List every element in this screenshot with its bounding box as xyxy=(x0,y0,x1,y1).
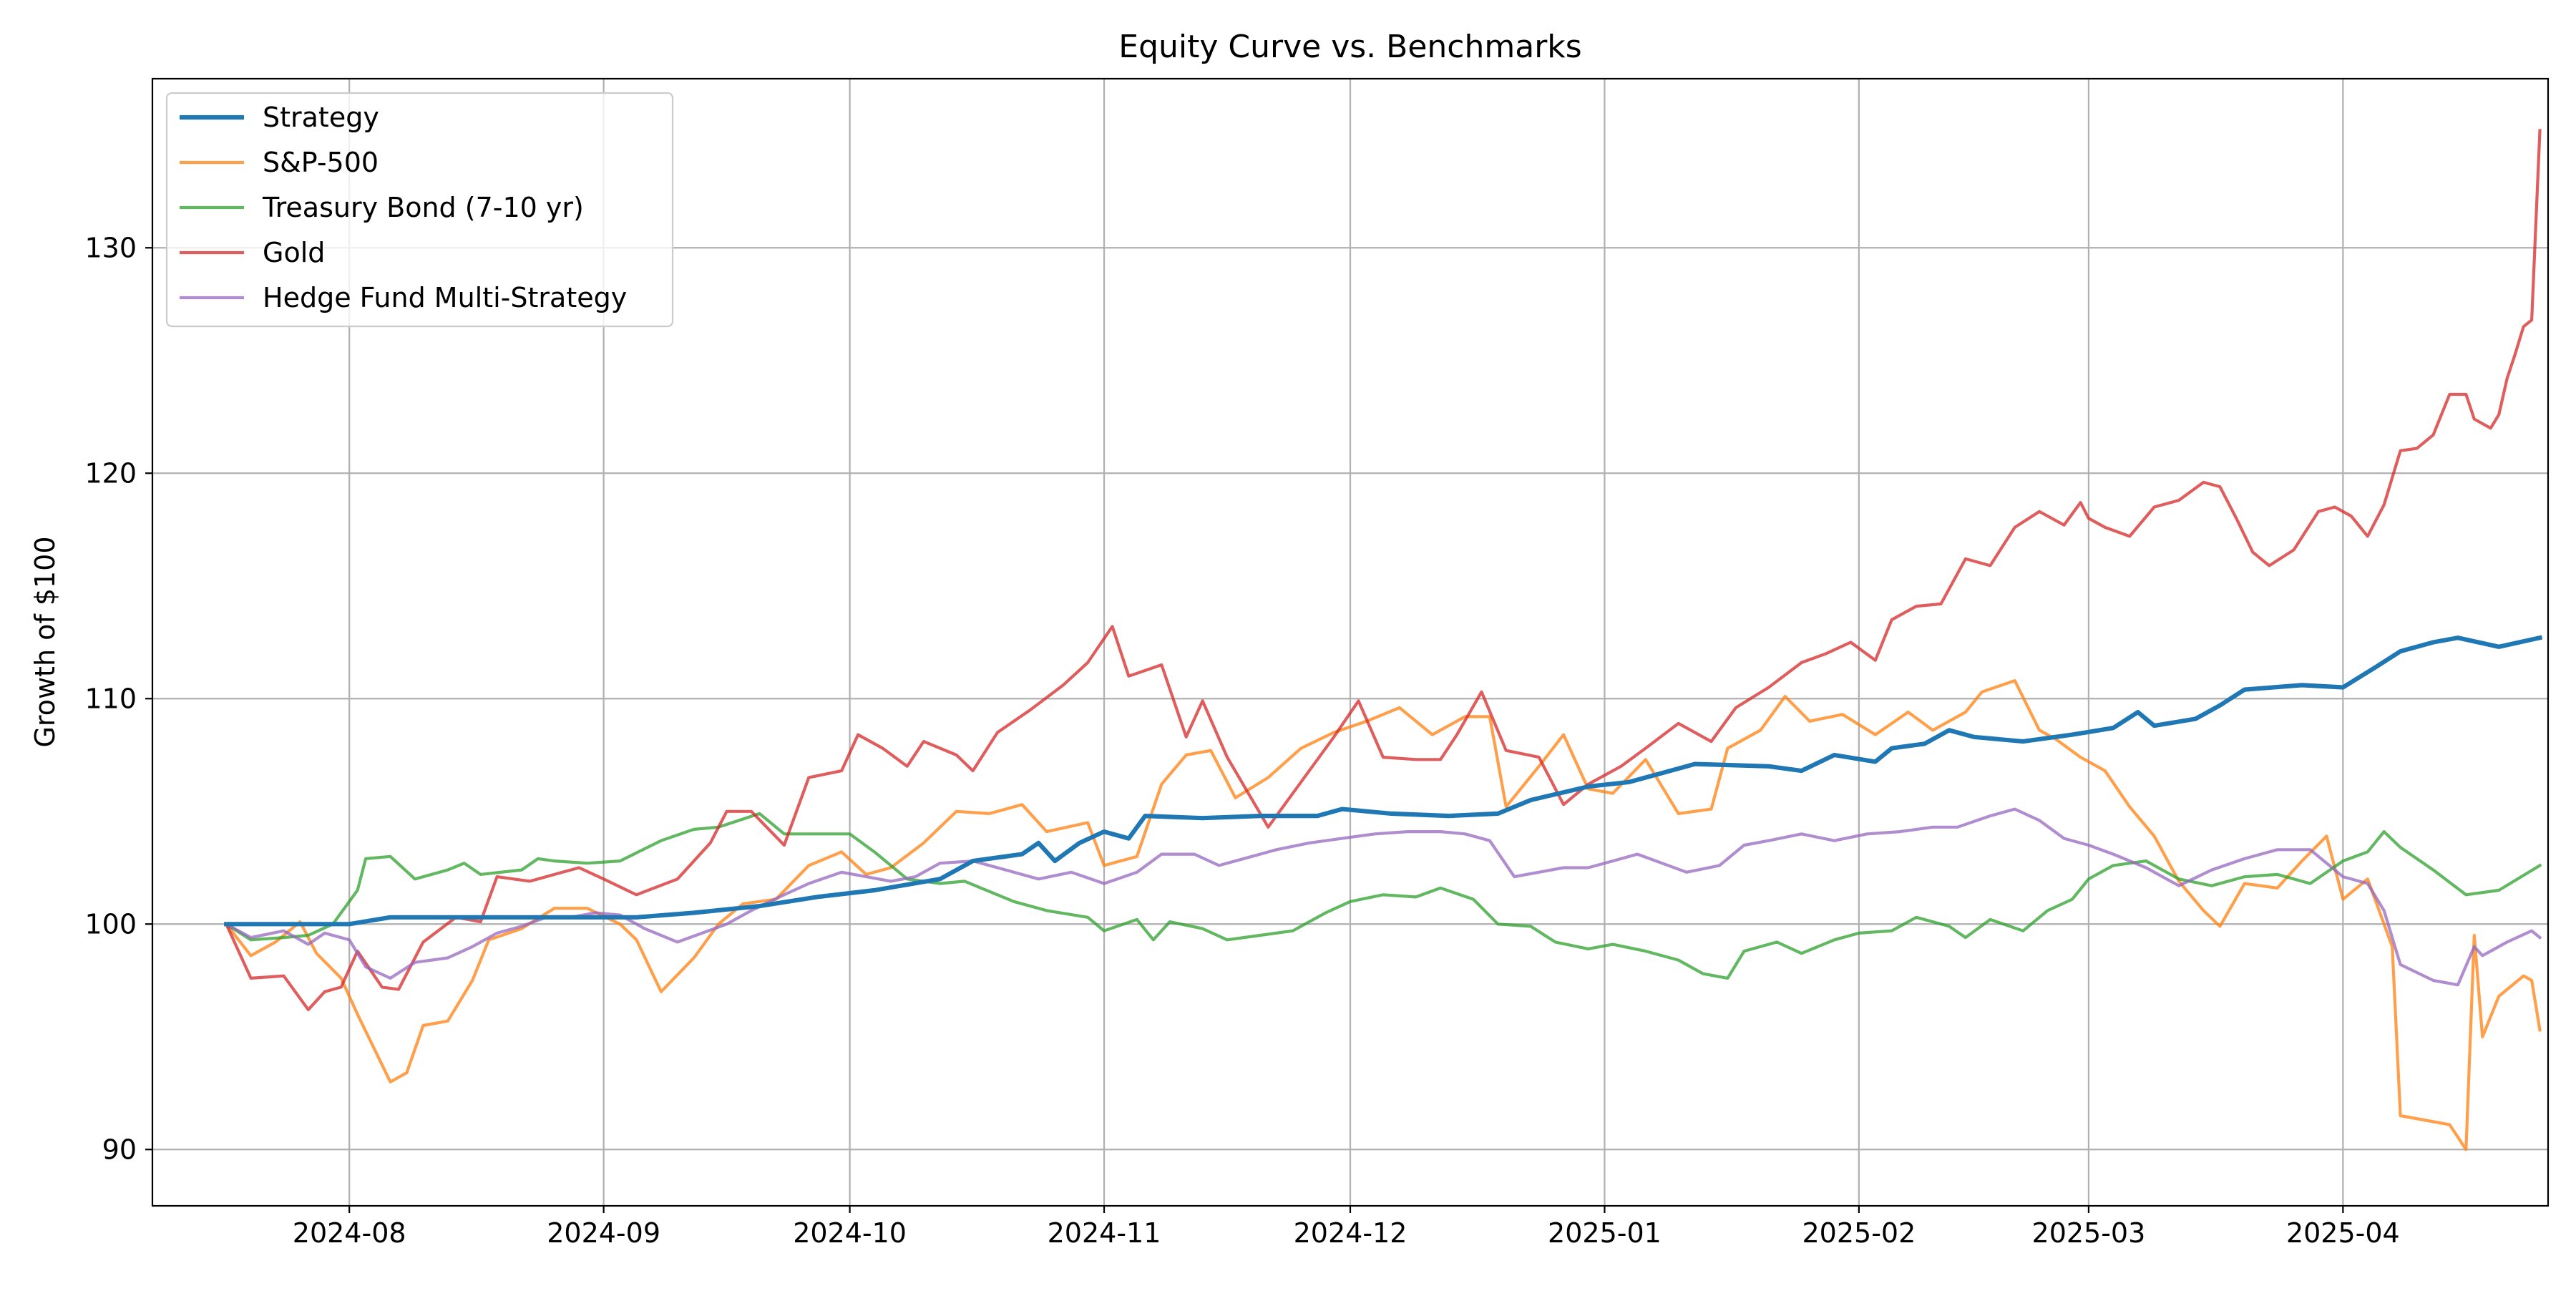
legend-label: Hedge Fund Multi-Strategy xyxy=(263,282,627,313)
legend-label: S&P-500 xyxy=(263,147,379,178)
y-tick-label: 90 xyxy=(102,1134,137,1165)
y-axis-label: Growth of $100 xyxy=(29,536,61,747)
x-tick-label: 2025-01 xyxy=(1548,1217,1662,1249)
y-tick-label: 100 xyxy=(84,908,137,940)
x-tick-label: 2024-09 xyxy=(547,1217,660,1249)
x-tick-label: 2024-12 xyxy=(1294,1217,1407,1249)
x-tick-label: 2024-10 xyxy=(793,1217,907,1249)
x-tick-label: 2025-02 xyxy=(1802,1217,1916,1249)
y-axis: 90 100 110 120 130 xyxy=(84,232,152,1165)
legend-label: Treasury Bond (7-10 yr) xyxy=(262,192,584,223)
series-line-strategy xyxy=(224,635,2543,927)
x-axis: 2024-08 2024-09 2024-10 2024-11 2024-12 2025-… xyxy=(293,1206,2400,1249)
series-line-s-p-500 xyxy=(224,679,2542,1151)
y-tick-label: 130 xyxy=(84,232,137,263)
legend: Strategy S&P-500 Treasury Bond (7-10 yr) Go… xyxy=(165,92,674,328)
series-lines xyxy=(224,129,2543,1151)
legend-box xyxy=(165,92,674,328)
y-tick-label: 110 xyxy=(84,683,137,714)
x-tick-label: 2025-04 xyxy=(2286,1217,2400,1249)
x-tick-label: 2024-11 xyxy=(1048,1217,1161,1249)
series-line-treasury-bond-7-10-yr xyxy=(224,812,2542,980)
chart-title: Equity Curve vs. Benchmarks xyxy=(1118,29,1581,65)
x-tick-label: 2025-03 xyxy=(2032,1217,2146,1249)
series-line-gold xyxy=(224,129,2542,1011)
x-tick-label: 2024-08 xyxy=(293,1217,406,1249)
legend-label: Gold xyxy=(263,237,325,268)
grid-lines xyxy=(152,79,2548,1206)
y-tick-label: 120 xyxy=(84,457,137,489)
legend-label: Strategy xyxy=(263,102,379,133)
